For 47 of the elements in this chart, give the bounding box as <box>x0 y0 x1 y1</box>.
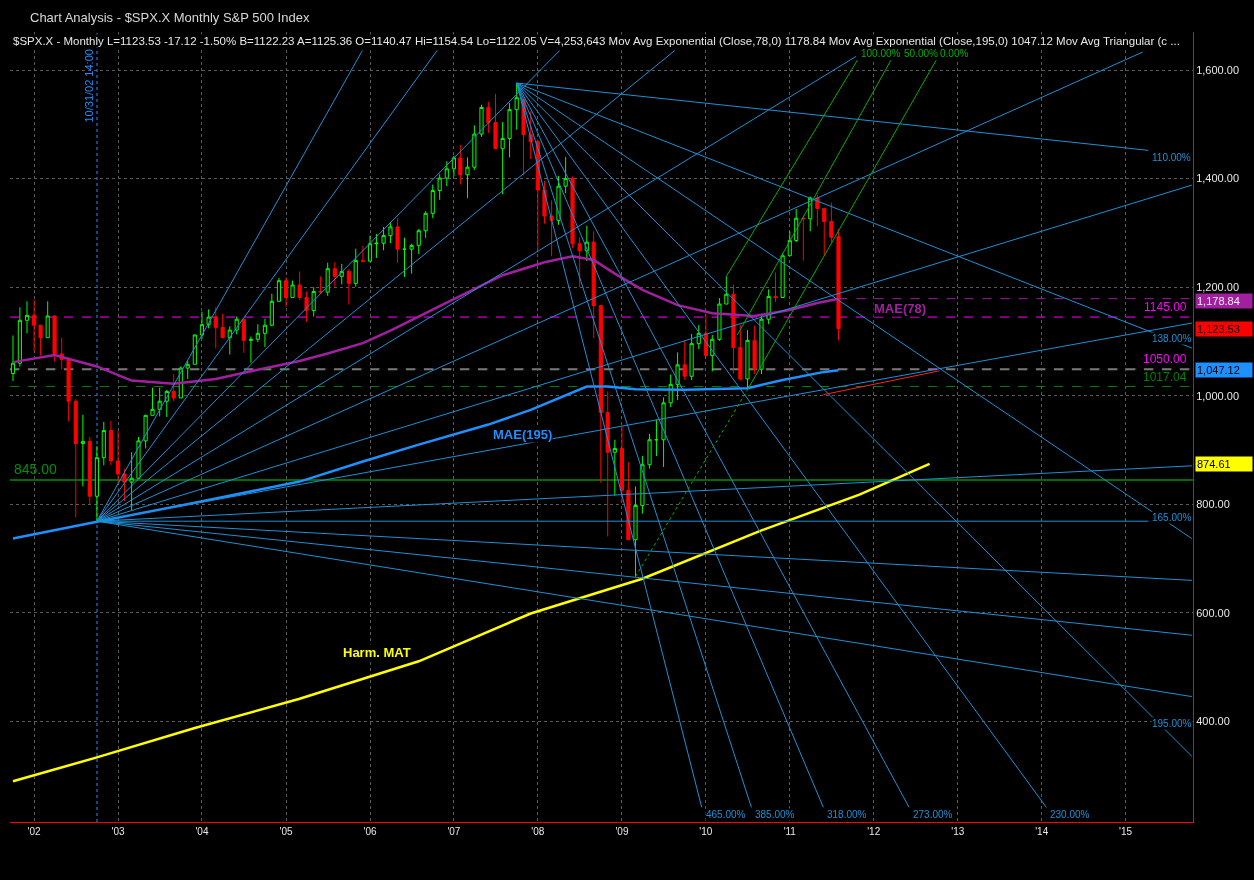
ref-line-label: 1017.04 <box>1143 370 1187 384</box>
y-tick-label: 1,000.00 <box>1196 389 1240 402</box>
x-tick-label: '10 <box>699 826 713 837</box>
annotation: 195.00% <box>1152 718 1192 729</box>
annotation: 385.00% <box>755 809 795 820</box>
annotation: 1,047.12 <box>1197 364 1240 376</box>
ref-line-label: 1050.00 <box>1143 352 1187 366</box>
annotation: 100.00% <box>861 48 901 59</box>
chart-title: Chart Analysis - $SPX.X Monthly S&P 500 Index <box>30 9 310 25</box>
series-label: Harm. MAT <box>343 645 411 660</box>
text: MAE(78) <box>874 301 927 316</box>
annotation: 273.00% <box>913 809 953 820</box>
x-tick-label: '11 <box>783 826 797 837</box>
annotation: 0.00% <box>940 48 969 59</box>
annotation: 1,178.84 <box>1197 295 1240 307</box>
annotation: 318.00% <box>827 809 867 820</box>
annotation: 230.00% <box>1050 809 1090 820</box>
annotation: 110.00% <box>1152 152 1191 163</box>
ref-line-label: 845.00 <box>14 461 58 477</box>
series-label: MAE(195) <box>493 427 553 442</box>
x-tick-label: '13 <box>951 826 965 837</box>
x-tick-label: '15 <box>1119 826 1133 837</box>
x-tick-label: '06 <box>363 826 377 837</box>
x-tick-label: '12 <box>867 826 881 837</box>
y-tick-label: 1,400.00 <box>1196 172 1240 185</box>
y-tick-label: 800.00 <box>1196 498 1230 511</box>
annotation: 874.61 <box>1197 458 1231 470</box>
chart-subtitle: $SPX.X - Monthly L=1123.53 -17.12 -1.50% B=1122.23 A=1125.36 O=1140.47 Hi=1154.54 Lo=1122.05 V=4,253,643 Mov Avg Exponential (Close,78,0) 1178.84 Mov Avg Exponential (Close,195,0) 1047.12 Mov Avg Triangular (c ... <box>13 35 1180 47</box>
annotation: 165.00% <box>1152 512 1192 523</box>
x-tick-label: '02 <box>27 826 42 837</box>
x-tick-label: '04 <box>195 826 209 837</box>
x-tick-label: '09 <box>615 826 629 837</box>
y-tick-label: 600.00 <box>1196 606 1230 619</box>
annotation: 465.00% <box>706 809 746 820</box>
x-tick-label: '07 <box>447 826 461 837</box>
annotation: 50.00% <box>904 48 939 59</box>
annotation: 138.00% <box>1152 333 1192 344</box>
x-tick-label: '08 <box>531 826 545 837</box>
ref-line-label: 1145.00 <box>1144 300 1187 314</box>
x-tick-label: '14 <box>1035 826 1049 837</box>
y-tick-label: 400.00 <box>1196 715 1230 728</box>
ref-line-label: 10/31/02 14:00 <box>82 49 95 123</box>
y-tick-label: 1,600.00 <box>1196 63 1240 76</box>
y-tick-label: 1,200.00 <box>1196 281 1240 294</box>
x-tick-label: '05 <box>279 826 294 837</box>
text: 1,123.53 <box>1197 323 1240 335</box>
x-tick-label: '03 <box>111 826 125 837</box>
